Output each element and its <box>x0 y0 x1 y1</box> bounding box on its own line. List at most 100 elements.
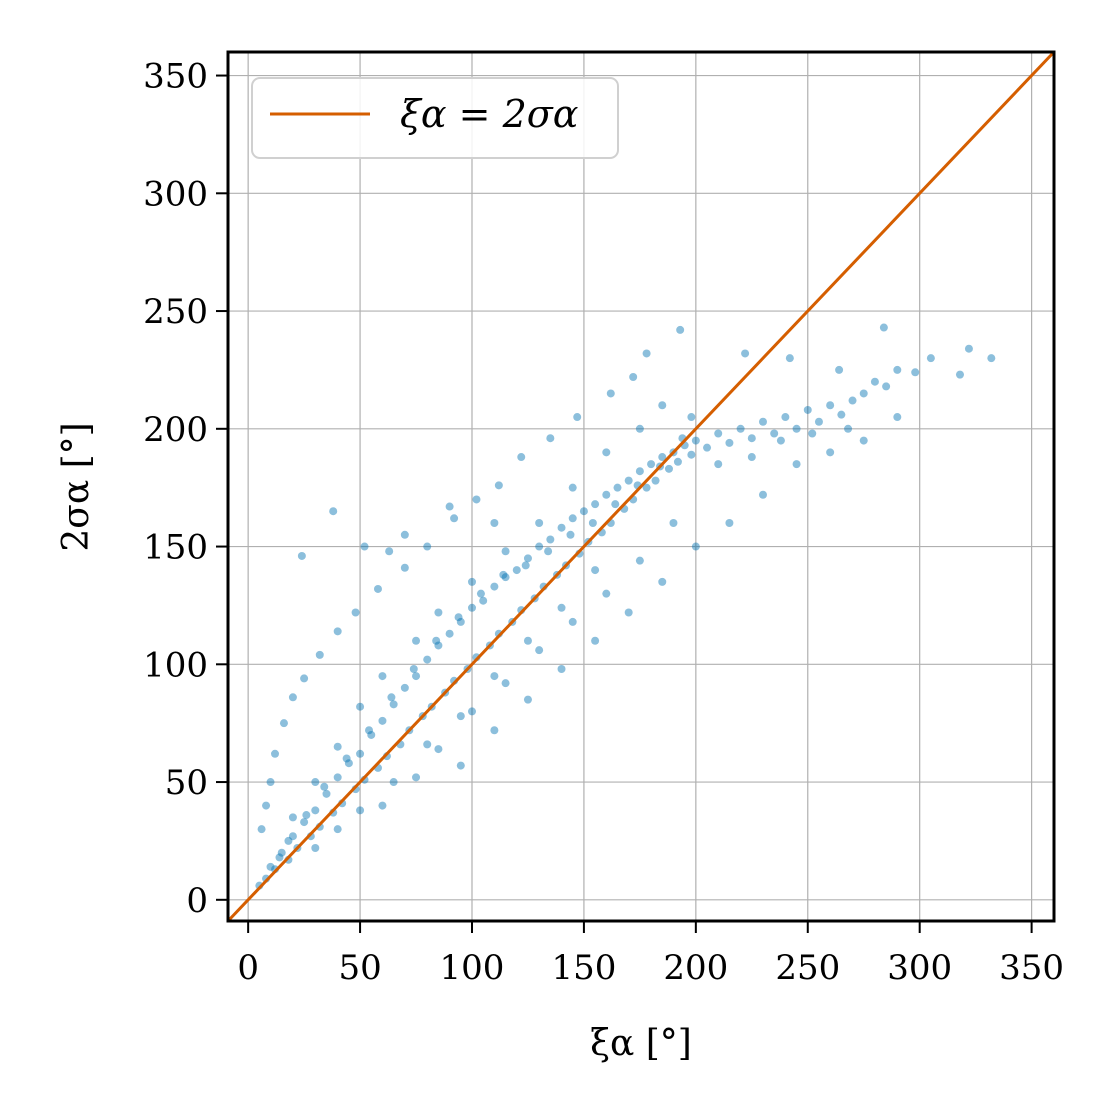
scatter-point <box>544 547 553 556</box>
scatter-point <box>613 483 622 492</box>
reference-line <box>228 52 1054 921</box>
scatter-point <box>879 323 888 332</box>
scatter-point <box>409 665 418 674</box>
scatter-point <box>573 413 582 422</box>
scatter-point <box>356 749 365 758</box>
scatter-point <box>490 519 499 528</box>
scatter-point <box>624 608 633 617</box>
scatter-point <box>367 730 376 739</box>
y-tick-label: 150 <box>143 528 208 568</box>
legend: ξα = 2σα <box>251 77 619 159</box>
scatter-point <box>365 726 374 735</box>
scatter-point <box>501 573 510 582</box>
scatter-point <box>434 608 443 617</box>
scatter-point <box>454 613 463 622</box>
scatter-point <box>911 368 920 377</box>
scatter-points <box>255 323 996 890</box>
scatter-point <box>400 530 409 539</box>
scatter-point <box>302 811 311 820</box>
y-tick-label: 0 <box>186 881 208 921</box>
scatter-point <box>747 453 756 462</box>
scatter-point <box>591 500 600 509</box>
scatter-point <box>624 476 633 485</box>
scatter-point <box>770 429 779 438</box>
scatter-point <box>467 707 476 716</box>
x-axis-ticks: 0 50 100 150 200 250 300 350 <box>237 921 1064 988</box>
scatter-point <box>669 519 678 528</box>
scatter-point <box>329 507 338 516</box>
scatter-point <box>792 460 801 469</box>
scatter-point <box>501 679 510 688</box>
scatter-point <box>342 754 351 763</box>
scatter-point <box>400 683 409 692</box>
y-tick-label: 350 <box>143 57 208 97</box>
scatter-point <box>691 436 700 445</box>
scatter-point <box>568 483 577 492</box>
scatter-point <box>389 700 398 709</box>
scatter-point <box>673 457 682 466</box>
scatter-point <box>882 382 891 391</box>
scatter-point <box>579 507 588 516</box>
scatter-point <box>776 436 785 445</box>
x-tick-label: 100 <box>440 948 505 988</box>
scatter-point <box>658 453 667 462</box>
scatter-point <box>859 436 868 445</box>
scatter-point <box>521 561 530 570</box>
scatter-point <box>378 672 387 681</box>
scatter-point <box>635 556 644 565</box>
scatter-point <box>826 448 835 457</box>
scatter-point <box>311 843 320 852</box>
scatter-point <box>297 551 306 560</box>
scatter-point <box>467 577 476 586</box>
scatter-point <box>432 636 441 645</box>
scatter-point <box>423 655 432 664</box>
scatter-point <box>266 778 275 787</box>
scatter-point <box>517 453 526 462</box>
scatter-point <box>926 354 935 363</box>
scatter-point <box>658 577 667 586</box>
scatter-point <box>320 782 329 791</box>
scatter-point <box>385 547 394 556</box>
scatter-point <box>591 636 600 645</box>
scatter-point <box>378 801 387 810</box>
scatter-point <box>893 365 902 374</box>
scatter-point <box>373 584 382 593</box>
scatter-point <box>535 519 544 528</box>
scatter-point <box>566 530 575 539</box>
x-axis-label: ξα [°] <box>590 1023 692 1064</box>
scatter-point <box>714 429 723 438</box>
scatter-point <box>606 389 615 398</box>
scatter-point <box>434 745 443 754</box>
scatter-point <box>635 424 644 433</box>
scatter-point <box>557 523 566 532</box>
grid-lines <box>228 52 1054 921</box>
scatter-point <box>456 712 465 721</box>
reference-line-layer <box>228 52 1054 921</box>
scatter-point <box>423 740 432 749</box>
scatter-point <box>434 641 443 650</box>
scatter-point <box>814 417 823 426</box>
scatter-point <box>844 424 853 433</box>
scatter-point <box>803 405 812 414</box>
x-tick-label: 300 <box>887 948 952 988</box>
y-tick-label: 250 <box>143 292 208 332</box>
scatter-point <box>494 481 503 490</box>
scatter-point <box>490 672 499 681</box>
scatter-point <box>785 354 794 363</box>
scatter-point <box>456 761 465 770</box>
scatter-point <box>725 519 734 528</box>
scatter-point <box>311 806 320 815</box>
scatter-point <box>490 726 499 735</box>
scatter-point <box>356 702 365 711</box>
scatter-point <box>472 495 481 504</box>
x-tick-label: 0 <box>237 948 259 988</box>
scatter-point <box>262 801 271 810</box>
scatter-point <box>279 719 288 728</box>
scatter-point <box>445 629 454 638</box>
scatter-point <box>687 413 696 422</box>
scatter-point <box>725 438 734 447</box>
scatter-point <box>311 778 320 787</box>
scatter-point <box>271 749 280 758</box>
